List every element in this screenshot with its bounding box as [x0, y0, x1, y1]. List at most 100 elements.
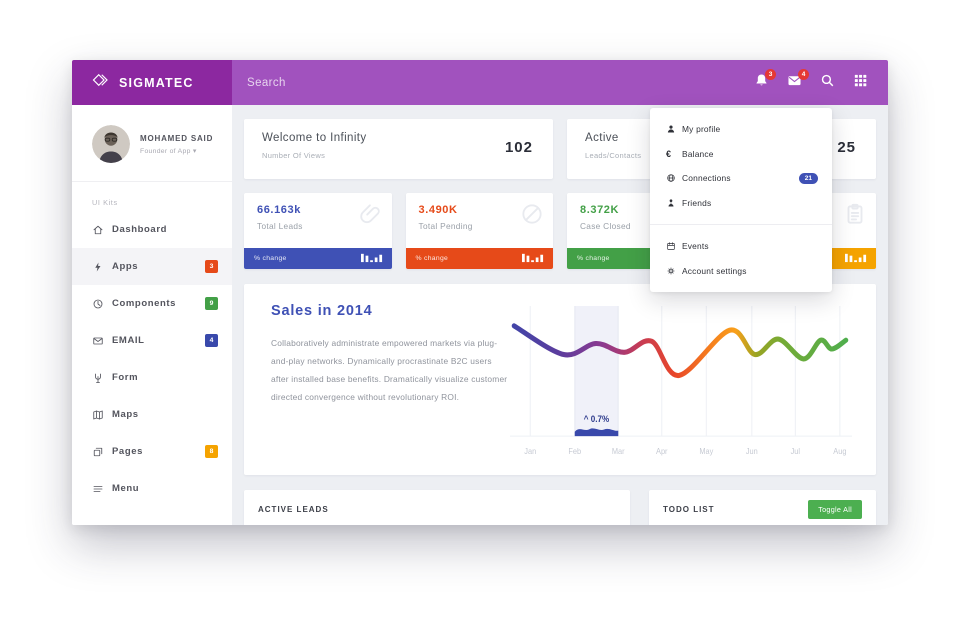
sidebar: MOHAMED SAID Founder of App ▾ UI Kits Da… [72, 105, 232, 525]
dropdown-item-label: Account settings [682, 265, 747, 276]
home-icon [92, 224, 112, 236]
stat-footer-label: % change [577, 255, 610, 262]
summary-value: 25 [837, 139, 856, 156]
top-header: SIGMATEC 34 [72, 60, 888, 105]
sidebar-item-label: Menu [112, 483, 140, 494]
bars-icon [522, 250, 544, 268]
x-axis-label: Feb [568, 446, 581, 455]
summary-value: 102 [504, 139, 533, 156]
search-button[interactable] [815, 71, 839, 95]
sidebar-item-menu[interactable]: Menu [72, 470, 232, 507]
sidebar-item-label: Pages [112, 446, 143, 457]
caret-down-icon: ▾ [192, 147, 197, 155]
bars-icon [360, 250, 383, 268]
summary-subtitle: Number Of Views [262, 151, 326, 160]
grid-button[interactable] [848, 71, 872, 95]
sidebar-menu: Dashboard Apps 3 Components 9 EMAIL 4 Form Maps P… [72, 211, 232, 507]
mail-icon [786, 72, 803, 94]
stat-label: Case Closed [580, 221, 631, 231]
maps-icon [92, 409, 112, 421]
dropdown-item-label: Events [682, 241, 709, 252]
sidebar-badge: 4 [205, 334, 218, 347]
sidebar-item-label: EMAIL [112, 335, 145, 346]
friend-icon [666, 198, 682, 208]
stat-footer-label: % change [415, 255, 449, 262]
sidebar-item-maps[interactable]: Maps [72, 396, 232, 433]
active-leads-title: ACTIVE LEADS [258, 504, 329, 514]
stat-footer: % change [244, 248, 392, 269]
active-leads-panel: ACTIVE LEADS [244, 490, 630, 525]
lightning-icon [92, 261, 112, 273]
chart-highlight-label: ^ 0.7% [584, 413, 610, 423]
x-axis-label: Mar [612, 446, 625, 455]
slash-circle-icon [519, 201, 545, 232]
stat-value: 8.372K [580, 204, 620, 216]
mail-button[interactable]: 4 [782, 68, 809, 95]
notification-badge: 3 [765, 68, 776, 80]
profile-name: MOHAMED SAID [140, 133, 214, 143]
sidebar-section-label: UI Kits [92, 198, 118, 207]
gear-icon [666, 266, 682, 276]
summary-card: Welcome to Infinity Number Of Views 102 [244, 119, 553, 179]
profile-role[interactable]: Founder of App ▾ [140, 147, 197, 155]
euro-icon: € [666, 148, 672, 159]
stat-footer-label: % change [254, 255, 287, 262]
todo-panel: TODO LIST Toggle All [649, 490, 876, 525]
grid-icon [852, 72, 869, 94]
sales-line [511, 323, 849, 378]
toggle-all-button[interactable]: Toggle All [808, 499, 862, 519]
sidebar-item-apps[interactable]: Apps 3 [72, 248, 232, 285]
sales-title: Sales in 2014 [271, 303, 373, 319]
dropdown-item-my-profile[interactable]: My profile [650, 117, 832, 142]
x-axis-label: Jan [524, 446, 536, 455]
search-input[interactable] [232, 76, 749, 89]
bars-icon [845, 250, 867, 268]
menu-icon [92, 483, 112, 495]
summary-subtitle: Leads/Contacts [585, 151, 642, 160]
stat-label: Total Pending [418, 221, 473, 231]
search-icon [819, 72, 836, 94]
stat-card: 66.163k Total Leads % change [244, 193, 392, 269]
dropdown-item-events[interactable]: Events [650, 234, 832, 259]
sidebar-item-components[interactable]: Components 9 [72, 285, 232, 322]
dropdown-item-label: My profile [682, 124, 721, 135]
sidebar-item-form[interactable]: Form [72, 359, 232, 396]
dropdown-item-balance[interactable]: € Balance [650, 142, 832, 167]
paperclip-icon [358, 201, 384, 232]
sidebar-item-email[interactable]: EMAIL 4 [72, 322, 232, 359]
bell-button[interactable]: 3 [749, 68, 776, 95]
profile-text: MOHAMED SAID Founder of App ▾ [140, 134, 213, 155]
stat-value: 66.163k [257, 204, 301, 216]
bottom-row: ACTIVE LEADS TODO LIST Toggle All [244, 490, 876, 525]
user-icon [666, 124, 682, 134]
sales-chart: ^ 0.7% Jan Feb Mar Apr May Jun Jul Aug [510, 306, 852, 467]
calendar-icon [666, 241, 682, 251]
brand[interactable]: SIGMATEC [72, 60, 232, 105]
dropdown-item-connections[interactable]: Connections 21 [650, 166, 832, 191]
sidebar-badge: 9 [205, 297, 218, 310]
dropdown-item-friends[interactable]: Friends [650, 191, 832, 216]
stat-label: Total Leads [257, 221, 303, 231]
x-axis-label: Jul [791, 446, 801, 455]
dropdown-item-label: Friends [682, 197, 712, 208]
summary-title: Active [585, 132, 619, 144]
profile-block[interactable]: MOHAMED SAID Founder of App ▾ [72, 105, 232, 182]
sales-card: Sales in 2014 Collaboratively administra… [244, 284, 876, 475]
sidebar-item-label: Form [112, 372, 139, 383]
connections-badge: 21 [798, 172, 818, 184]
sidebar-item-dashboard[interactable]: Dashboard [72, 211, 232, 248]
sidebar-badge: 3 [205, 260, 218, 273]
todo-title: TODO LIST [663, 504, 715, 514]
x-axis-label: Aug [833, 446, 846, 455]
pages-icon [92, 446, 112, 458]
sidebar-item-pages[interactable]: Pages 8 [72, 433, 232, 470]
brand-name: SIGMATEC [119, 75, 194, 90]
brand-diamond-icon [92, 71, 110, 94]
stat-value: 3.490K [418, 204, 458, 216]
avatar[interactable] [92, 125, 130, 163]
main-content: Welcome to Infinity Number Of Views 102 Act… [232, 105, 888, 525]
dropdown-item-account-settings[interactable]: Account settings [650, 259, 832, 284]
sidebar-item-label: Dashboard [112, 224, 168, 235]
clipboard-icon [842, 201, 868, 232]
